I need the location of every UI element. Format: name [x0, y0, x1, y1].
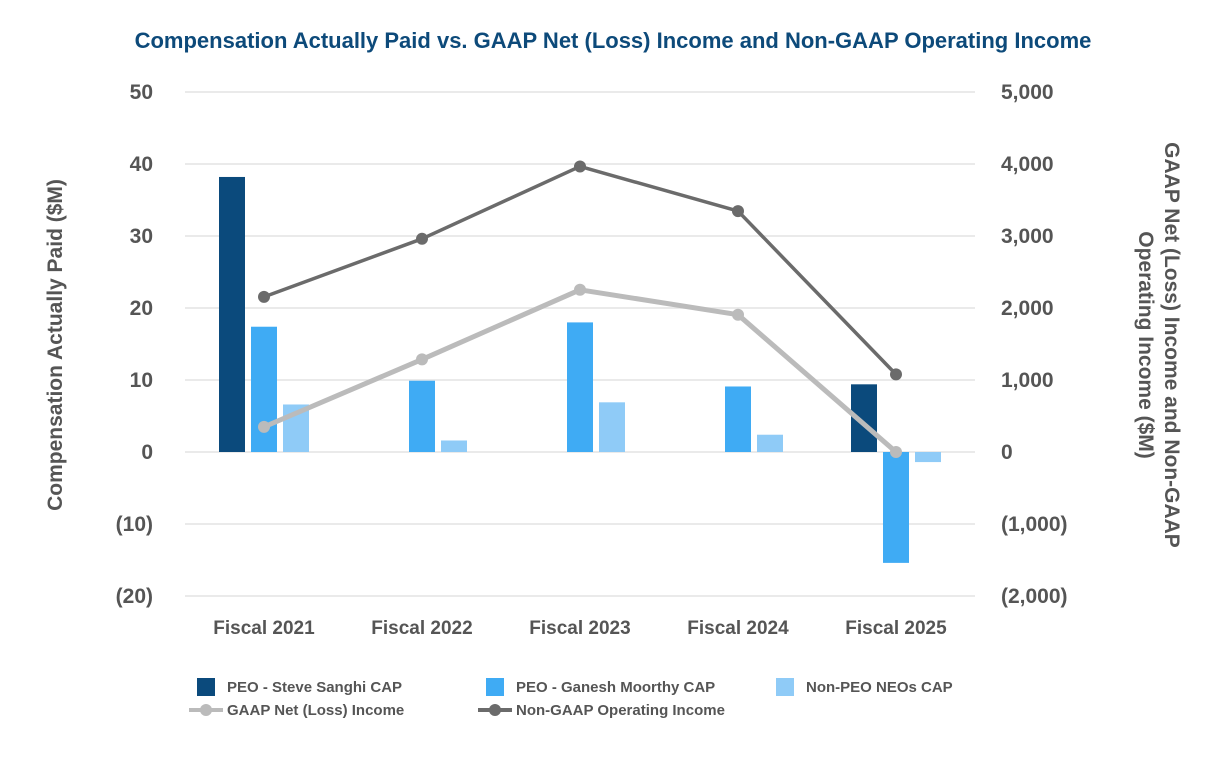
y-tick-label: 50: [130, 81, 153, 104]
y2-axis-title-line2: Operating Income ($M): [1134, 231, 1157, 459]
legend-label: Non-PEO NEOs CAP: [806, 679, 953, 696]
bar-2-4: [915, 452, 941, 463]
line-point-0-3: [732, 308, 744, 321]
legend: PEO - Steve Sanghi CAP PEO - Ganesh Moort…: [189, 678, 953, 719]
y-tick-label: (20): [116, 585, 153, 608]
y-tick-label: 20: [130, 297, 153, 320]
legend-label: PEO - Steve Sanghi CAP: [227, 679, 402, 696]
y2-tick-label: (1,000): [1001, 513, 1068, 536]
line-point-1-3: [732, 205, 744, 218]
bar-2-2: [599, 402, 625, 452]
line-point-1-1: [416, 232, 428, 245]
legend-swatch: [776, 678, 794, 696]
bar-1-3: [725, 386, 751, 452]
y-tick-label: 40: [130, 153, 153, 176]
x-tick-label: Fiscal 2025: [845, 618, 947, 639]
y2-tick-label: 1,000: [1001, 369, 1054, 392]
y-tick-label: 30: [130, 225, 153, 248]
y2-tick-label: 4,000: [1001, 153, 1054, 176]
line-point-1-0: [258, 290, 270, 303]
bar-1-4: [883, 452, 909, 563]
category-labels: Fiscal 2021 Fiscal 2022 Fiscal 2023 Fiscal …: [213, 618, 947, 639]
bar-0-0: [219, 176, 245, 452]
x-tick-label: Fiscal 2021: [213, 618, 315, 639]
bar-marks: [219, 176, 941, 563]
bar-1-2: [567, 322, 593, 452]
y2-tick-label: 3,000: [1001, 225, 1054, 248]
line-point-0-4: [890, 446, 902, 458]
y-tick-label: 10: [130, 369, 153, 392]
line-point-1-2: [574, 160, 586, 173]
legend-label: PEO - Ganesh Moorthy CAP: [516, 679, 715, 696]
x-tick-label: Fiscal 2022: [371, 618, 472, 639]
legend-swatch: [486, 678, 504, 696]
bar-1-1: [409, 380, 435, 452]
line-point-1-4: [890, 368, 902, 381]
bar-1-0: [251, 326, 277, 452]
y2-tick-label: (2,000): [1001, 585, 1068, 608]
legend-swatch-marker: [489, 704, 501, 716]
y-axis-title: Compensation Actually Paid ($M): [44, 179, 67, 511]
line-point-0-1: [416, 353, 428, 366]
y2-tick-label: 0: [1001, 441, 1013, 464]
legend-swatch-marker: [200, 704, 212, 716]
line-marks: [258, 160, 902, 458]
line-point-0-0: [258, 420, 270, 433]
y2-tick-label: 5,000: [1001, 81, 1054, 104]
x-tick-label: Fiscal 2024: [687, 618, 789, 639]
x-tick-label: Fiscal 2023: [529, 618, 630, 639]
bar-2-3: [757, 434, 783, 452]
right-axis-ticks: 5,000 4,000 3,000 2,000 1,000 0 (1,000) (2,000): [1001, 81, 1068, 608]
legend-label: Non-GAAP Operating Income: [516, 702, 725, 719]
legend-label: GAAP Net (Loss) Income: [227, 702, 404, 719]
line-point-0-2: [574, 283, 586, 296]
chart-title: Compensation Actually Paid vs. GAAP Net …: [135, 28, 1092, 53]
y-tick-label: 0: [141, 441, 153, 464]
y2-tick-label: 2,000: [1001, 297, 1054, 320]
y-tick-label: (10): [116, 513, 153, 536]
y2-axis-title-line1: GAAP Net (Loss) Income and Non-GAAP: [1160, 142, 1183, 548]
bar-2-1: [441, 440, 467, 452]
legend-swatch: [197, 678, 215, 696]
left-axis-ticks: 50 40 30 20 10 0 (10) (20): [116, 81, 153, 608]
